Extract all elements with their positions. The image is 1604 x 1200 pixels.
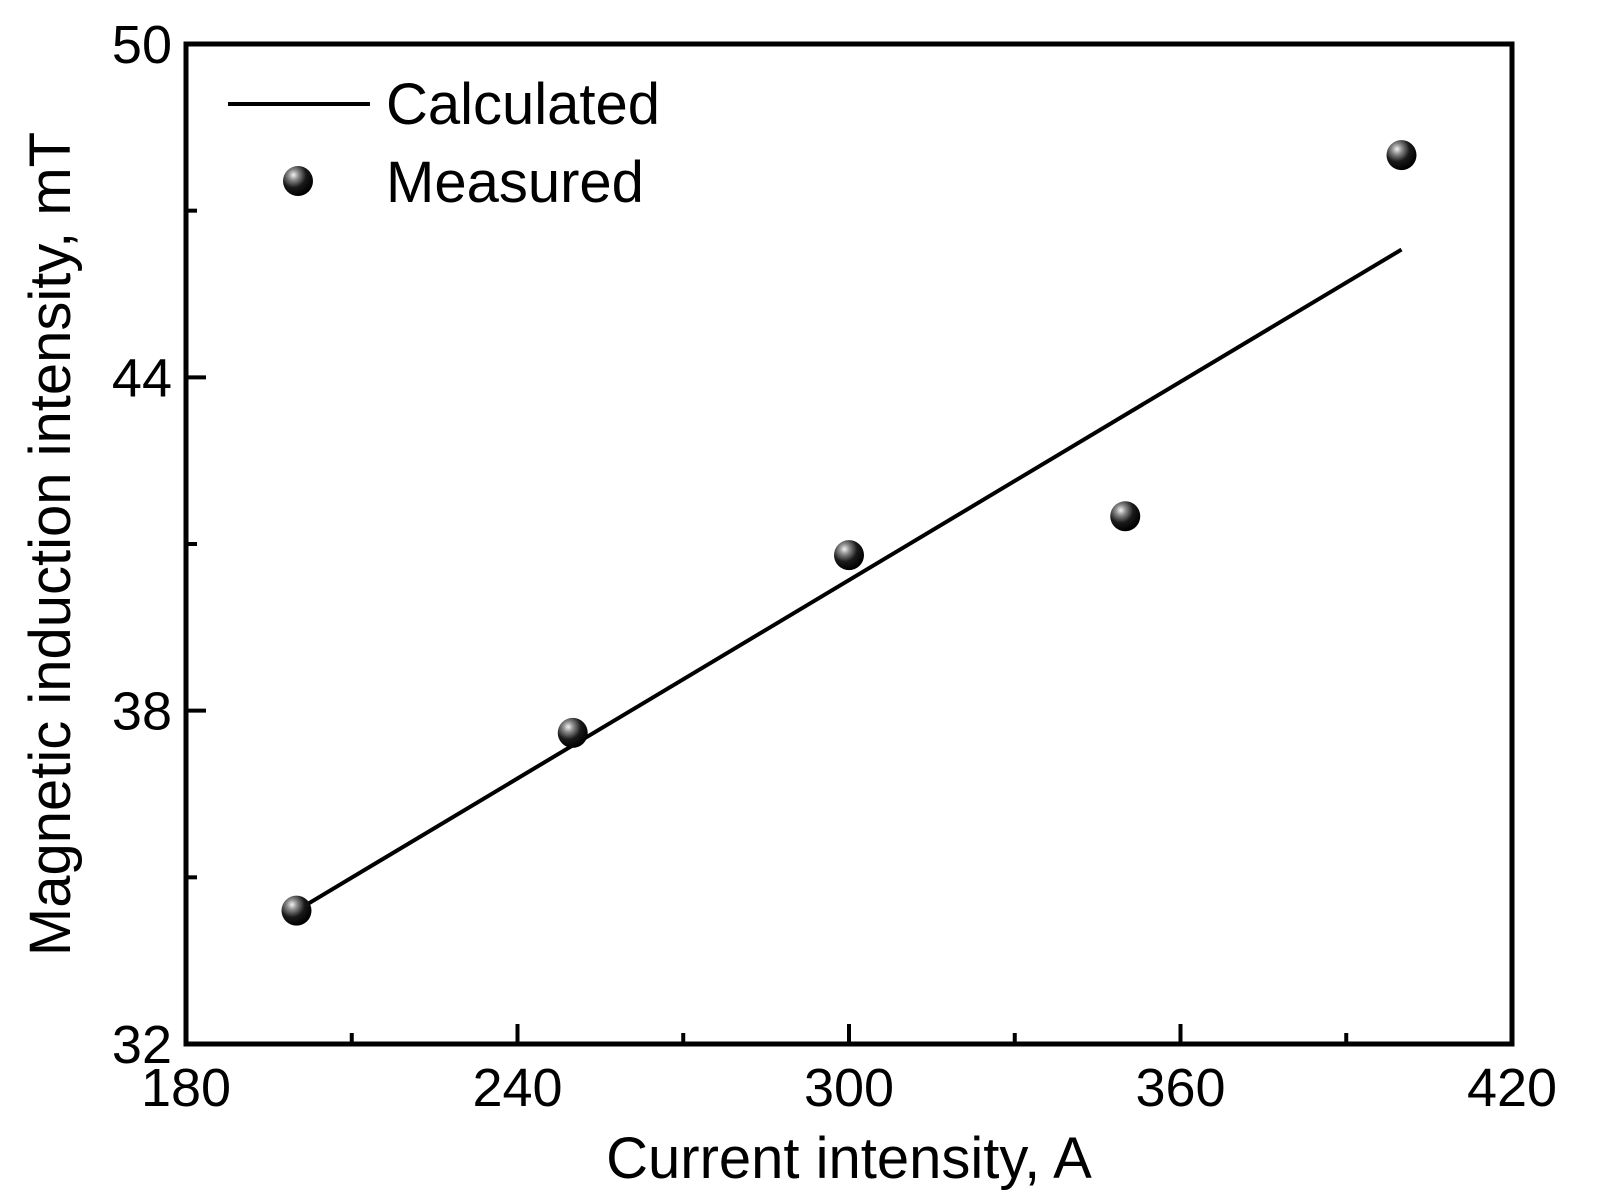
y-axis-title: Magnetic induction intensity, mT: [18, 132, 83, 956]
series-layer: [281, 140, 1417, 926]
x-tick-label: 300: [804, 1058, 894, 1118]
axis-ticks: [184, 42, 1514, 1046]
x-tick-label: 240: [472, 1058, 562, 1118]
y-tick-label: 38: [112, 682, 172, 742]
measured-point: [1110, 501, 1141, 532]
measured-point: [557, 717, 588, 748]
y-tick-label: 50: [112, 15, 172, 75]
x-tick-label: 180: [141, 1058, 231, 1118]
measured-point: [834, 540, 864, 571]
measured-point: [281, 895, 312, 926]
legend: Calculated Measured: [228, 72, 660, 215]
x-axis-title: Current intensity, A: [606, 1126, 1092, 1191]
calculated-line: [295, 247, 1403, 913]
legend-label-measured: Measured: [386, 150, 644, 215]
tick-labels: 180 240 300 360 420 32 38 44 50: [112, 15, 1557, 1118]
x-tick-label: 420: [1467, 1058, 1557, 1118]
legend-label-calculated: Calculated: [386, 72, 660, 137]
y-tick-label: 44: [112, 348, 172, 408]
y-tick-label: 32: [112, 1015, 172, 1075]
measured-point: [1386, 140, 1417, 171]
x-tick-label: 360: [1135, 1058, 1225, 1118]
legend-marker-swatch: [283, 166, 313, 196]
